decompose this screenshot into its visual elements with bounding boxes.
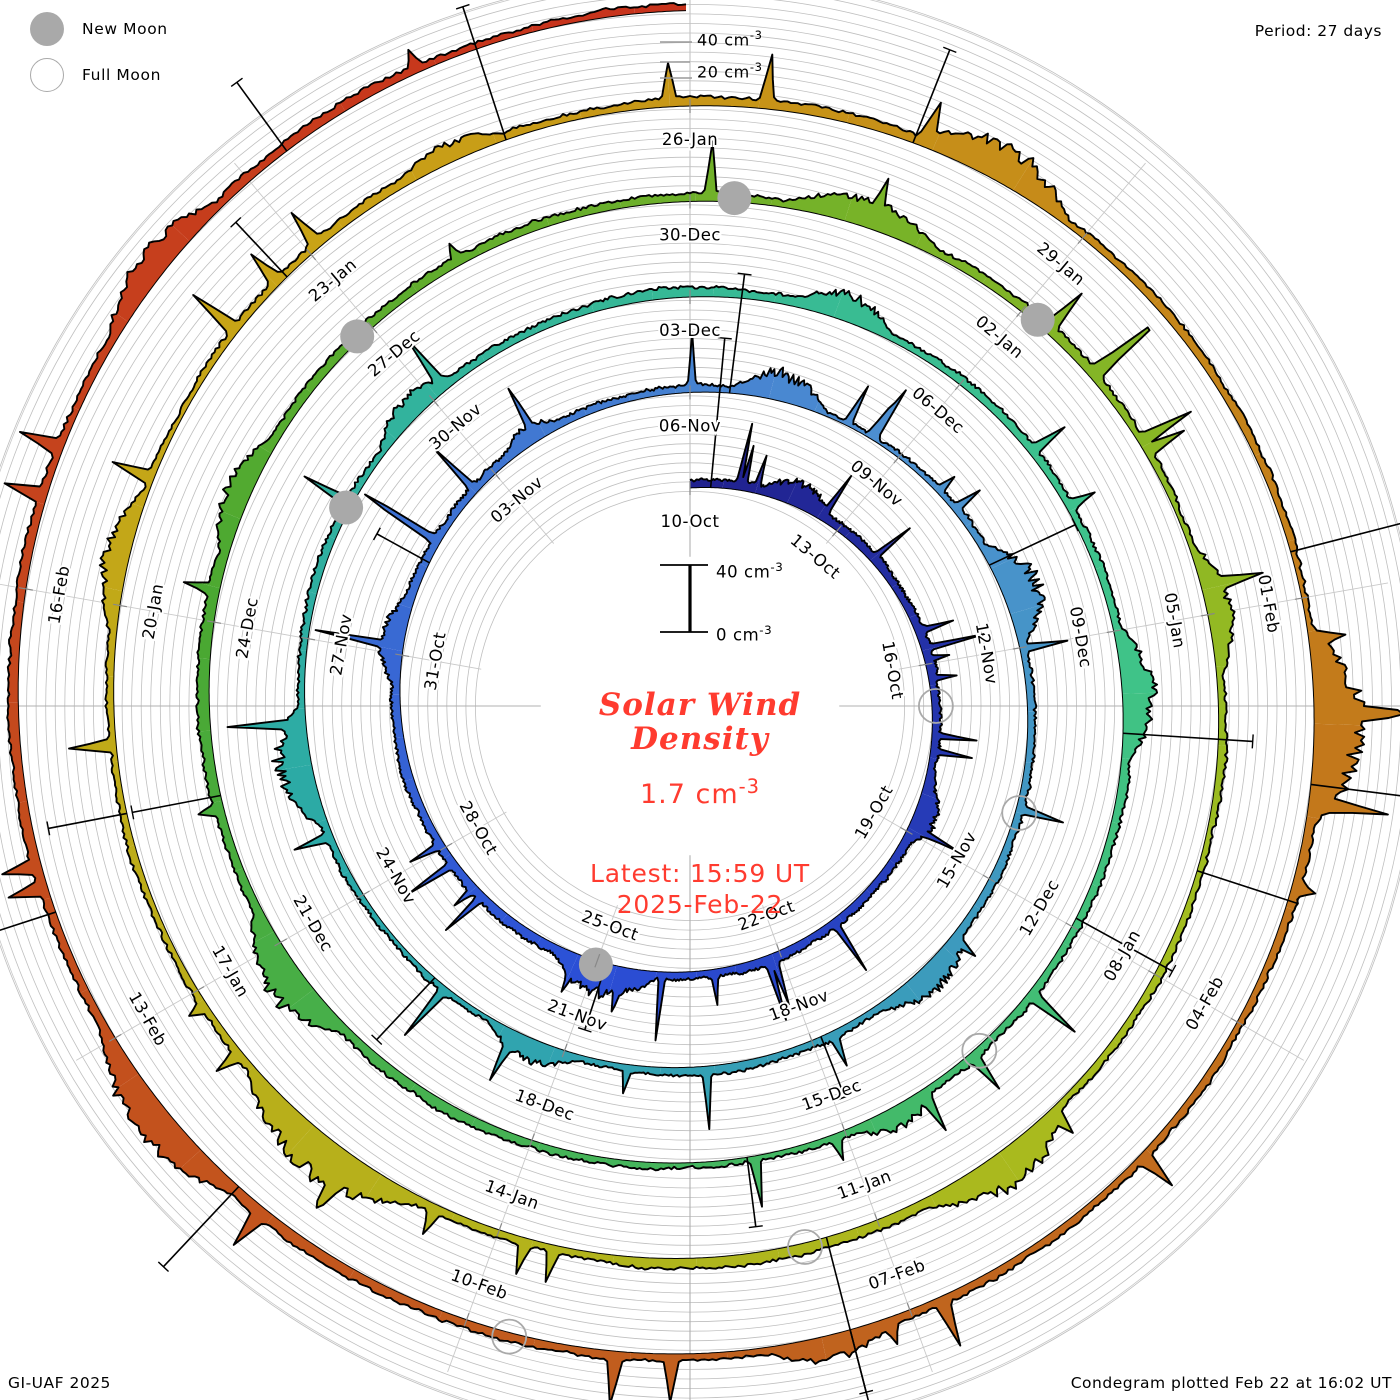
- svg-text:06-Nov: 06-Nov: [659, 417, 721, 436]
- top-scale-ticks: [660, 41, 692, 79]
- moon-legend: New Moon Full Moon: [18, 6, 168, 98]
- svg-text:04-Feb: 04-Feb: [1182, 973, 1228, 1034]
- svg-text:13-Oct: 13-Oct: [787, 530, 844, 582]
- svg-text:31-Oct: 31-Oct: [421, 630, 450, 691]
- full-moon-icon: [30, 58, 64, 92]
- new-moon-icon: [340, 319, 375, 354]
- svg-text:29-Jan: 29-Jan: [1033, 239, 1088, 290]
- full-moon-icon: [1001, 795, 1038, 831]
- top-scale-40-exp: -3: [749, 28, 763, 42]
- new-moon-icon: [717, 181, 752, 216]
- top-scale-20: 20 cm-3: [697, 60, 763, 81]
- top-scale-20-exp: -3: [749, 60, 763, 74]
- svg-text:20-Jan: 20-Jan: [139, 582, 167, 641]
- new-moon-icon: [30, 12, 64, 46]
- legend-label-new-moon: New Moon: [82, 20, 168, 38]
- svg-text:16-Oct: 16-Oct: [878, 640, 907, 701]
- svg-text:24-Dec: 24-Dec: [232, 596, 261, 660]
- top-scale-20-text: 20 cm: [697, 62, 750, 82]
- svg-text:15-Dec: 15-Dec: [799, 1075, 864, 1114]
- svg-text:30-Dec: 30-Dec: [659, 226, 721, 245]
- svg-text:03-Nov: 03-Nov: [487, 472, 547, 527]
- svg-text:10-Feb: 10-Feb: [448, 1265, 510, 1303]
- top-scale-40: 40 cm-3: [697, 28, 763, 49]
- new-moon-icon: [1020, 302, 1055, 337]
- svg-text:03-Dec: 03-Dec: [659, 321, 721, 340]
- legend-item-full-moon: Full Moon: [18, 52, 168, 98]
- credit-label: GI-UAF 2025: [8, 1374, 111, 1392]
- svg-text:28-Oct: 28-Oct: [456, 798, 502, 859]
- svg-text:10-Oct: 10-Oct: [661, 512, 720, 531]
- svg-text:26-Jan: 26-Jan: [662, 130, 718, 149]
- plotted-label: Condegram plotted Feb 22 at 16:02 UT: [1070, 1374, 1392, 1392]
- svg-text:26-Jan: 26-Jan: [662, 130, 718, 149]
- new-moon-icon: [329, 490, 364, 525]
- svg-text:02-Jan: 02-Jan: [972, 312, 1027, 363]
- svg-text:16-Feb: 16-Feb: [44, 564, 73, 626]
- svg-text:30-Dec: 30-Dec: [659, 226, 721, 245]
- svg-text:21-Nov: 21-Nov: [545, 996, 610, 1035]
- svg-text:30-Nov: 30-Nov: [426, 399, 486, 454]
- scale-bar: [660, 564, 708, 633]
- svg-text:06-Nov: 06-Nov: [659, 417, 721, 436]
- top-scale-40-text: 40 cm: [697, 30, 750, 50]
- full-moon-icon: [918, 688, 954, 724]
- svg-text:27-Nov: 27-Nov: [326, 612, 356, 677]
- full-moon-icon: [491, 1318, 528, 1355]
- legend-item-new-moon: New Moon: [18, 6, 168, 52]
- svg-text:18-Dec: 18-Dec: [513, 1085, 578, 1124]
- full-moon-icon: [961, 1032, 998, 1069]
- svg-text:10-Oct: 10-Oct: [661, 512, 720, 531]
- svg-text:19-Oct: 19-Oct: [851, 782, 897, 843]
- svg-text:03-Dec: 03-Dec: [659, 321, 721, 340]
- svg-text:11-Jan: 11-Jan: [835, 1166, 894, 1203]
- period-label: Period: 27 days: [1254, 22, 1382, 40]
- svg-text:17-Jan: 17-Jan: [208, 942, 253, 1000]
- legend-label-full-moon: Full Moon: [82, 66, 161, 84]
- full-moon-icon: [787, 1229, 823, 1265]
